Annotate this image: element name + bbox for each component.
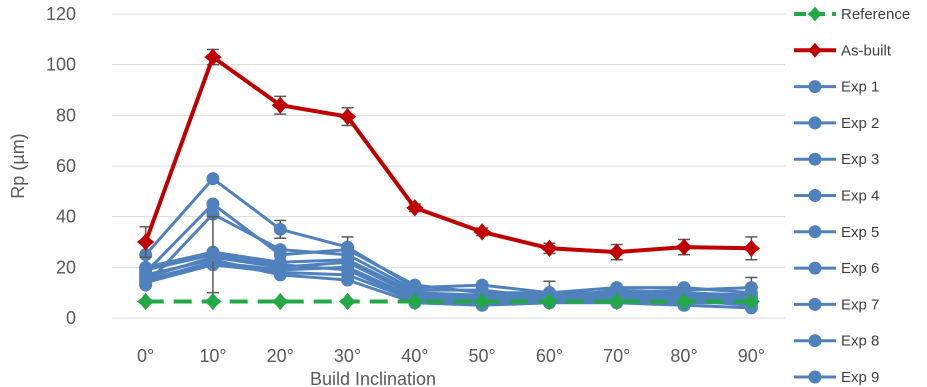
legend-item: Exp 5 [794, 224, 879, 241]
legend-marker [808, 297, 822, 311]
legend-marker [808, 189, 822, 202]
y-tick-label: 60 [56, 156, 76, 176]
legend-item: Exp 2 [794, 115, 879, 132]
x-tick-label: 80° [670, 346, 697, 366]
data-point [341, 273, 355, 287]
data-point [136, 292, 155, 311]
legend-label: Exp 9 [841, 369, 879, 386]
legend-label: Exp 7 [841, 296, 879, 313]
legend-marker [808, 116, 822, 130]
legend-item: Exp 1 [794, 79, 879, 96]
legend: Reference As-built Exp 1 Exp 2 Exp 3 Exp 4 Exp… [794, 6, 910, 386]
data-point [206, 248, 220, 262]
legend-label: Exp 3 [841, 151, 879, 168]
legend-item: Exp 4 [794, 188, 879, 205]
data-point [338, 107, 357, 126]
series-line [145, 258, 752, 310]
x-tick-label: 40° [401, 346, 428, 366]
legend-item: Exp 8 [794, 333, 879, 350]
series-group [136, 48, 761, 315]
legend-marker [808, 261, 822, 275]
data-point [742, 239, 761, 258]
legend-label: Exp 1 [841, 79, 879, 96]
x-tick-label: 60° [536, 346, 563, 366]
legend-marker [807, 42, 823, 58]
data-point [406, 199, 424, 217]
series-line [144, 177, 752, 295]
legend-item: Exp 7 [794, 296, 879, 313]
data-point [406, 292, 424, 311]
data-point [204, 292, 222, 311]
legend-marker [808, 225, 822, 239]
legend-label: Exp 4 [841, 188, 879, 205]
legend-label: Exp 2 [841, 115, 879, 132]
y-tick-label: 0 [66, 308, 76, 328]
legend-item: Exp 6 [794, 260, 879, 277]
x-axis-title: Build Inclination [310, 369, 436, 387]
legend-marker [808, 152, 822, 166]
data-point [608, 292, 626, 311]
data-point [273, 222, 287, 236]
data-point [136, 233, 155, 251]
legend-label: Reference [841, 6, 910, 23]
data-point [540, 292, 559, 311]
data-point [273, 243, 287, 257]
x-tick-label: 0° [137, 346, 154, 366]
y-tick-label: 20 [56, 257, 76, 277]
data-point [675, 292, 693, 311]
series-as-built [136, 48, 761, 261]
data-point [206, 197, 220, 211]
data-point [206, 172, 220, 186]
x-tick-label: 70° [603, 346, 630, 366]
legend-item: Reference [794, 6, 910, 23]
legend-marker [807, 6, 823, 22]
data-point [271, 292, 289, 311]
data-point [139, 263, 153, 277]
data-point [273, 268, 287, 282]
legend-item: As-built [794, 42, 892, 59]
data-point [271, 96, 289, 114]
y-axis-ticks: 0 20 40 60 80 100 120 [46, 4, 76, 328]
y-tick-label: 80 [56, 105, 76, 125]
x-tick-label: 30° [334, 346, 361, 366]
legend-label: As-built [841, 42, 892, 59]
legend-label: Exp 5 [841, 224, 879, 241]
y-tick-label: 120 [46, 4, 76, 24]
y-tick-label: 100 [46, 55, 76, 75]
data-point [204, 48, 222, 66]
y-tick-label: 40 [56, 207, 76, 227]
series-line [145, 255, 752, 302]
legend-marker [808, 334, 822, 348]
legend-marker [808, 80, 822, 94]
data-point [675, 238, 693, 256]
data-point [473, 223, 491, 241]
series-reference [136, 292, 761, 311]
data-point [341, 263, 355, 277]
legend-label: Exp 6 [841, 260, 879, 277]
legend-item: Exp 9 [794, 369, 879, 386]
series-line [143, 55, 752, 255]
data-point [742, 292, 761, 311]
legend-item: Exp 3 [794, 151, 879, 168]
data-point [273, 258, 287, 272]
x-axis-ticks: 0° 10° 20° 30° 40° 50° 60° 70° 80° 90° [137, 346, 765, 366]
data-point [540, 239, 559, 258]
legend-marker [808, 370, 822, 384]
series-exp-8 [139, 253, 758, 315]
data-point [608, 243, 626, 261]
x-tick-label: 50° [469, 346, 496, 366]
data-point [473, 292, 491, 311]
series-line [144, 212, 752, 300]
legend-label: Exp 8 [841, 333, 879, 350]
x-tick-label: 90° [738, 346, 765, 366]
y-axis-title: Rp (µm) [8, 133, 28, 198]
x-tick-label: 10° [199, 346, 226, 366]
data-point [338, 292, 357, 311]
x-tick-label: 20° [267, 346, 294, 366]
series-line [145, 250, 752, 300]
